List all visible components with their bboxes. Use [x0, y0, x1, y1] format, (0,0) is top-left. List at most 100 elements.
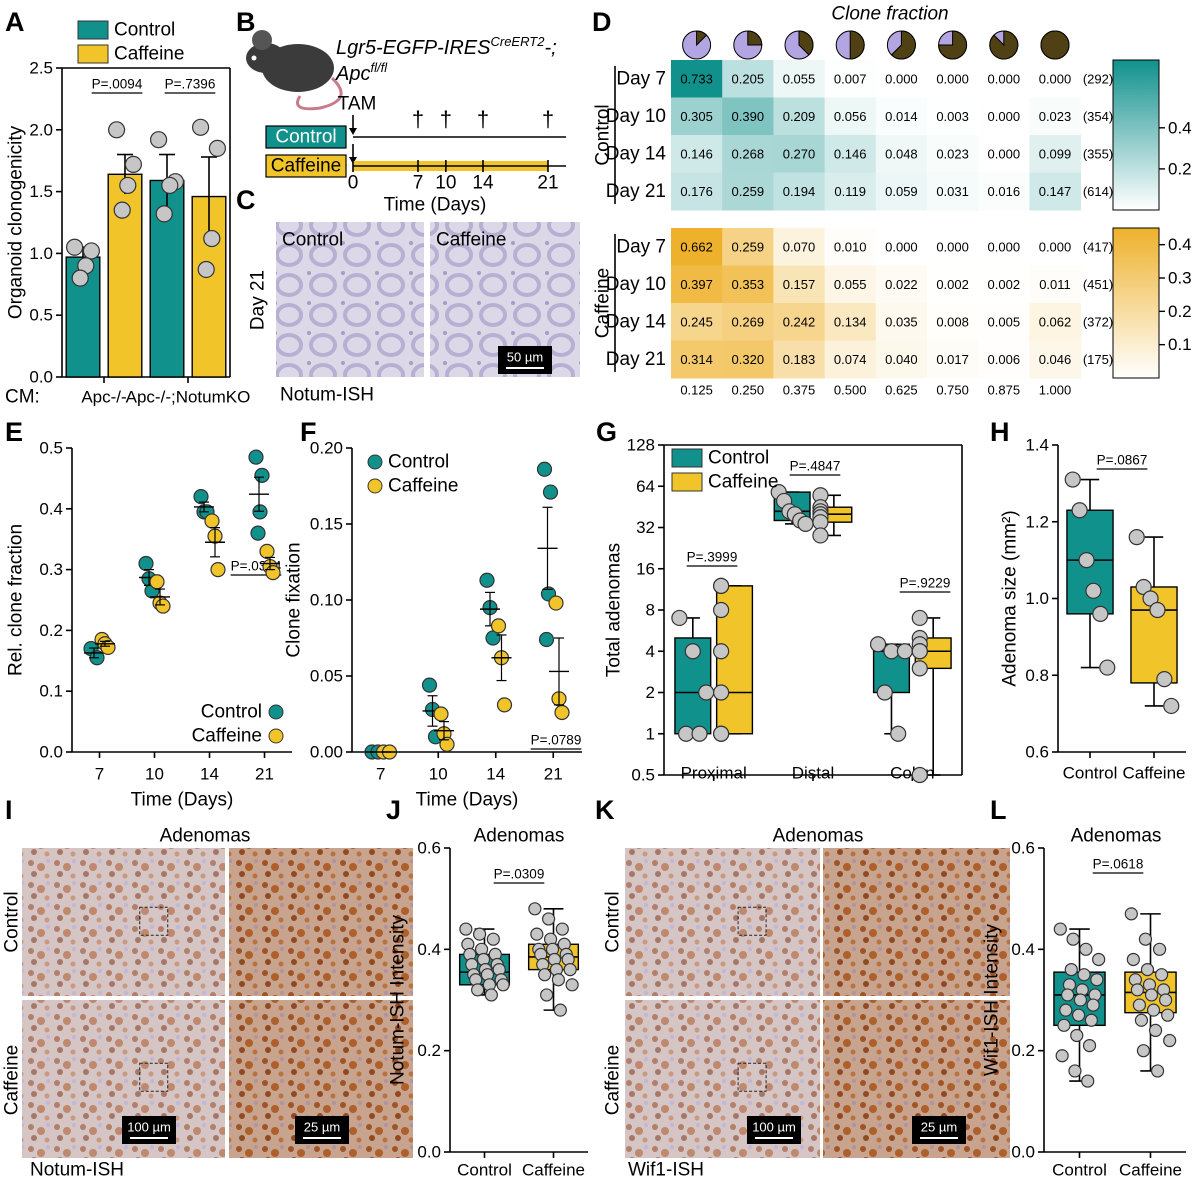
cell-label: 0.209	[783, 109, 816, 124]
x-tick-label: Apc-/-	[81, 388, 126, 407]
colorbar-label: 0.4	[1168, 235, 1192, 254]
legend-label: Control	[708, 448, 769, 469]
cell-label: 0.005	[988, 314, 1021, 329]
micrograph-shade	[229, 848, 413, 996]
point	[1126, 952, 1140, 967]
pie-slice	[1040, 30, 1070, 60]
y-tick-label: 1.4	[1025, 436, 1049, 455]
harvest-mark: †	[542, 107, 554, 132]
arrow-head	[349, 128, 357, 135]
cell-label: 0.157	[783, 277, 816, 292]
micrograph-shade	[823, 848, 1010, 996]
treatment-label: TAM	[338, 94, 377, 115]
micrograph-shade	[22, 848, 225, 996]
row-count: (175)	[1083, 352, 1113, 367]
heatmap-cell	[773, 340, 826, 379]
point	[691, 725, 708, 742]
row-label: Day 14	[606, 143, 667, 164]
x-tick-label: 10	[429, 765, 448, 784]
cell-label: 0.183	[783, 352, 816, 367]
point	[684, 643, 701, 660]
point	[1130, 983, 1144, 997]
cell-label: 0.003	[936, 109, 969, 124]
cell-label: 0.017	[936, 352, 969, 367]
y-tick-label: 16	[636, 559, 655, 578]
caption: Notum-ISH	[30, 1160, 124, 1181]
cell-label: 0.000	[988, 71, 1021, 86]
point	[1081, 1074, 1095, 1088]
heatmap-cell	[671, 60, 723, 98]
point	[1163, 697, 1180, 715]
y-tick-label: 0.6	[1025, 743, 1049, 762]
heatmap-cell	[875, 340, 928, 379]
point	[554, 704, 570, 721]
genotype: Lgr5-EGFP-IRESCreERT2-;	[336, 34, 557, 60]
micrograph	[22, 848, 225, 996]
point	[1084, 1013, 1098, 1027]
x-tick-label: Caffeine	[1122, 764, 1185, 783]
heatmap-cell	[978, 60, 1030, 98]
heatmap-cell	[875, 303, 928, 341]
y-tick-label: 4	[646, 642, 655, 661]
point	[486, 932, 500, 946]
genotype-part: Apc	[335, 63, 370, 85]
point	[1078, 552, 1095, 569]
heatmap-cell	[671, 265, 723, 304]
point	[1085, 582, 1102, 599]
point	[1154, 968, 1169, 982]
p-value: P=.0094	[92, 77, 143, 92]
x-tick-label: 0.125	[680, 383, 713, 398]
x-tick-label: Control	[457, 1161, 512, 1180]
cell-label: 0.000	[988, 146, 1021, 161]
cell-label: 0.035	[885, 314, 918, 329]
heatmap-cell	[1029, 265, 1082, 304]
cell-label: 0.007	[834, 71, 867, 86]
x-axis-label: CM:	[5, 387, 40, 408]
point	[471, 983, 485, 997]
heatmap-cell	[927, 340, 979, 379]
heatmap-cell	[671, 303, 723, 341]
row-label: Control	[603, 891, 624, 952]
heatmap-cell	[978, 265, 1030, 304]
point	[1152, 942, 1167, 956]
row-count: (354)	[1083, 109, 1113, 124]
y-tick-label: 0.2	[417, 1041, 441, 1060]
heatmap-cell	[875, 135, 928, 173]
point	[541, 912, 556, 926]
heatmap-cell	[875, 97, 928, 136]
x-tick-label: 0.500	[834, 383, 867, 398]
cell-label: 0.259	[732, 184, 765, 199]
row-label: Control	[2, 891, 23, 952]
cell-label: 0.010	[834, 239, 867, 254]
cell-label: 0.305	[680, 109, 713, 124]
cell-label: 0.146	[680, 146, 713, 161]
point	[1055, 1049, 1069, 1063]
cell-label: 0.000	[885, 239, 918, 254]
group-label: Caffeine	[593, 268, 614, 338]
y-tick-label: 1	[646, 724, 655, 743]
x-tick-label: Control	[1052, 1161, 1107, 1180]
row-count: (292)	[1083, 71, 1113, 86]
cell-label: 0.046	[1039, 352, 1072, 367]
legend-label: Control	[201, 702, 262, 723]
panel-letter: A	[5, 7, 25, 37]
panel-title: Adenomas	[474, 826, 565, 847]
y-tick-label: 2.5	[29, 59, 53, 78]
heatmap-cell	[1029, 303, 1082, 341]
y-tick-label: 1.5	[29, 182, 53, 201]
row-label: Day 7	[616, 68, 666, 89]
panel-letter: J	[386, 795, 401, 825]
point	[472, 927, 487, 941]
cell-label: 0.194	[783, 184, 816, 199]
colorbar-label: 0.2	[1168, 302, 1192, 321]
colorbar-label: 0.2	[1168, 159, 1192, 178]
y-tick-label: 1.0	[29, 244, 53, 263]
row-label: Caffeine	[2, 1045, 23, 1115]
colorbar-label: 0.1	[1168, 335, 1192, 354]
point	[490, 618, 507, 634]
point	[1144, 988, 1159, 1002]
image-label: Caffeine	[436, 230, 506, 251]
legend-marker	[268, 728, 284, 744]
point	[1061, 988, 1075, 1002]
point	[553, 1003, 567, 1017]
